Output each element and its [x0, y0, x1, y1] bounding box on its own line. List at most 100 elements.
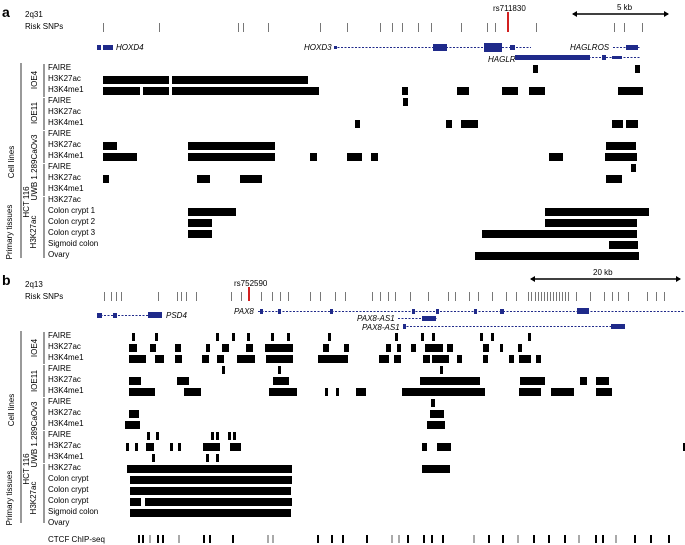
- feature-block: [269, 388, 297, 396]
- snp-tick: [181, 292, 182, 301]
- snp-tick: [380, 23, 381, 32]
- snp-tick: [528, 292, 529, 301]
- ctcf-peak: [407, 535, 409, 543]
- feature-block: [103, 142, 117, 150]
- ctcf-peak: [157, 535, 159, 543]
- panel-a-letter: a: [2, 4, 10, 20]
- feature-block: [457, 355, 462, 363]
- track-label: H3K4me1: [48, 419, 84, 428]
- feature-block: [420, 377, 480, 385]
- haglros-exon: [626, 45, 638, 50]
- ctcf-peak: [488, 535, 490, 543]
- snp-tick: [345, 292, 346, 301]
- track-label: FAIRE: [48, 96, 71, 105]
- track-label: H3K4me1: [48, 151, 84, 160]
- feature-block: [129, 355, 146, 363]
- feature-block: [502, 87, 518, 95]
- tissue-label: Sigmoid colon: [48, 239, 98, 248]
- feature-block: [246, 344, 253, 352]
- feature-block: [103, 87, 140, 95]
- panel-a-scale-arrow-left: [572, 11, 577, 17]
- snp-tick: [495, 23, 496, 32]
- gene-label-haglr: HAGLR: [488, 55, 516, 64]
- feature-block: [143, 87, 169, 95]
- feature-block: [509, 355, 514, 363]
- ctcf-peak: [502, 535, 504, 543]
- snp-tick: [320, 292, 321, 301]
- panel-b-letter: b: [2, 272, 11, 288]
- ctcf-peak: [595, 535, 597, 543]
- feature-block: [325, 388, 328, 396]
- cell-line-caov3: CaOv3: [30, 134, 39, 159]
- tissue-label: Colon crypt 3: [48, 228, 96, 237]
- snp-tick: [410, 292, 411, 301]
- feature-block: [188, 208, 236, 216]
- feature-block: [482, 230, 637, 238]
- pax8-exon: [500, 309, 504, 314]
- pax8-exon-last: [577, 308, 589, 314]
- feature-block: [216, 454, 219, 462]
- snp-tick: [536, 23, 537, 32]
- feature-block: [551, 388, 574, 396]
- feature-block: [247, 333, 250, 341]
- feature-block: [447, 344, 453, 352]
- psd4-exon-2: [113, 313, 117, 318]
- snp-tick: [590, 292, 591, 301]
- snp-tick: [647, 292, 648, 301]
- panel-b-risk-snps-label: Risk SNPs: [25, 292, 63, 301]
- snp-tick: [335, 292, 336, 301]
- tissue-label: Colon crypt: [48, 496, 89, 505]
- feature-block: [432, 333, 435, 341]
- gene-label-psd4: PSD4: [166, 311, 187, 320]
- feature-block: [446, 120, 452, 128]
- snp-tick: [541, 292, 542, 301]
- snp-tick: [238, 23, 239, 32]
- cell-line-ioe4: IOE4: [30, 338, 39, 357]
- cell-line-ioe11: IOE11: [30, 369, 39, 392]
- snp-tick: [628, 292, 629, 301]
- snp-tick: [392, 23, 393, 32]
- ctcf-peak: [267, 535, 269, 543]
- ctcf-chip-seq-track: [138, 535, 670, 543]
- feature-block: [355, 120, 360, 128]
- feature-block: [483, 355, 488, 363]
- feature-block: [217, 355, 224, 363]
- snp-tick: [280, 292, 281, 301]
- cell-line-caov3: CaOv3: [30, 401, 39, 426]
- track-label: H3K27ac: [48, 195, 81, 204]
- feature-block: [184, 388, 201, 396]
- feature-block: [430, 410, 444, 418]
- panel-a-locus: 2q31: [25, 10, 43, 19]
- feature-block: [228, 432, 231, 440]
- tissue-label: Ovary: [48, 250, 69, 259]
- pax8-exon: [436, 309, 439, 314]
- snp-tick: [310, 292, 311, 301]
- ctcf-peak: [317, 535, 319, 543]
- hoxd4-exon-left: [97, 45, 101, 50]
- feature-block: [425, 344, 443, 352]
- gene-label-pax8-as1-a: PAX8-AS1: [357, 314, 395, 323]
- feature-block: [203, 443, 220, 451]
- snp-tick: [565, 292, 566, 301]
- ctcf-peak: [178, 535, 180, 543]
- feature-block: [132, 333, 135, 341]
- snp-tick: [121, 292, 122, 301]
- feature-block: [310, 153, 317, 161]
- snp-tick: [538, 292, 539, 301]
- ctcf-peak: [232, 535, 234, 543]
- ctcf-peak: [272, 535, 274, 543]
- feature-block: [145, 498, 292, 506]
- feature-block: [402, 87, 408, 95]
- hoxd3-exon-2: [433, 44, 447, 51]
- snp-tick: [159, 23, 160, 32]
- feature-block: [545, 219, 637, 227]
- feature-block: [549, 153, 563, 161]
- panel-b-scale-arrow-left: [530, 276, 535, 282]
- feature-block: [609, 241, 638, 249]
- snp-tick: [261, 292, 262, 301]
- feature-block: [356, 388, 366, 396]
- track-label: H3K27ac: [48, 74, 81, 83]
- feature-block: [545, 208, 649, 216]
- feature-block: [129, 377, 141, 385]
